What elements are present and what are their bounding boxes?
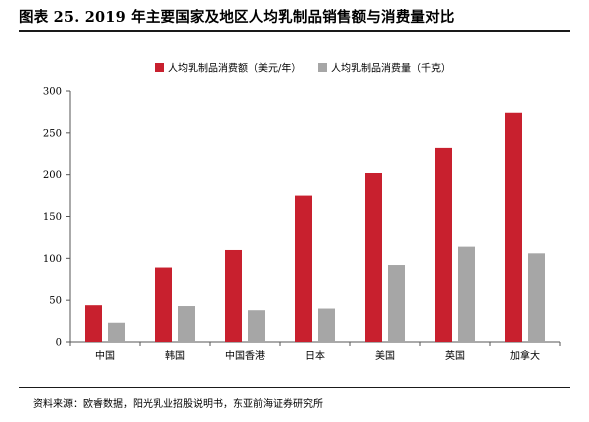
bar-sales <box>505 112 522 343</box>
bar-sales <box>435 147 452 342</box>
bar-sales <box>295 195 312 342</box>
bar-sales <box>85 305 102 342</box>
bar-volume <box>248 310 265 342</box>
x-tick-label: 加拿大 <box>510 349 540 362</box>
y-tick-label: 0 <box>56 338 62 349</box>
legend-label: 人均乳制品消费量（千克） <box>331 62 451 75</box>
chart-legend: 人均乳制品消费额（美元/年） 人均乳制品消费量（千克） <box>155 62 451 75</box>
legend-item: 人均乳制品消费量（千克） <box>318 62 451 75</box>
x-tick-label: 美国 <box>375 349 395 362</box>
legend-label: 人均乳制品消费额（美元/年） <box>168 62 301 75</box>
bar-volume <box>108 322 125 342</box>
x-tick-label: 日本 <box>305 349 325 362</box>
bars <box>85 112 545 343</box>
y-tick-label: 100 <box>43 254 62 265</box>
source-note: 资料来源：欧睿数据，阳光乳业招股说明书，东亚前海证券研究所 <box>33 399 323 410</box>
x-tick-label: 中国 <box>95 349 115 362</box>
bar-volume <box>458 246 475 342</box>
x-tick-label: 中国香港 <box>225 349 265 362</box>
bar-sales <box>155 267 172 342</box>
chart-title: 图表 25. 2019 年主要国家及地区人均乳制品销售额与消费量对比 <box>19 9 455 26</box>
bar-volume <box>318 308 335 342</box>
bar-volume <box>178 306 195 342</box>
y-axis: 0 50 100 150 200 250 300 <box>43 87 71 349</box>
bar-volume <box>388 265 405 342</box>
y-tick-label: 300 <box>43 87 62 98</box>
bar-volume <box>528 253 545 342</box>
source-rule <box>19 387 570 388</box>
y-tick-label: 200 <box>43 170 62 181</box>
y-tick-label: 250 <box>43 128 62 139</box>
bar-sales <box>365 172 382 342</box>
x-tick-label: 英国 <box>445 349 465 362</box>
y-tick-label: 50 <box>49 296 62 307</box>
legend-swatch <box>318 63 327 72</box>
legend-item: 人均乳制品消费额（美元/年） <box>155 62 301 75</box>
y-tick-label: 150 <box>43 212 62 223</box>
title-rule <box>19 30 570 32</box>
legend-swatch <box>155 63 164 72</box>
x-axis: 中国 韩国 中国香港 日本 美国 英国 加拿大 <box>69 341 561 362</box>
x-tick-label: 韩国 <box>165 349 185 362</box>
bar-sales <box>225 249 242 342</box>
